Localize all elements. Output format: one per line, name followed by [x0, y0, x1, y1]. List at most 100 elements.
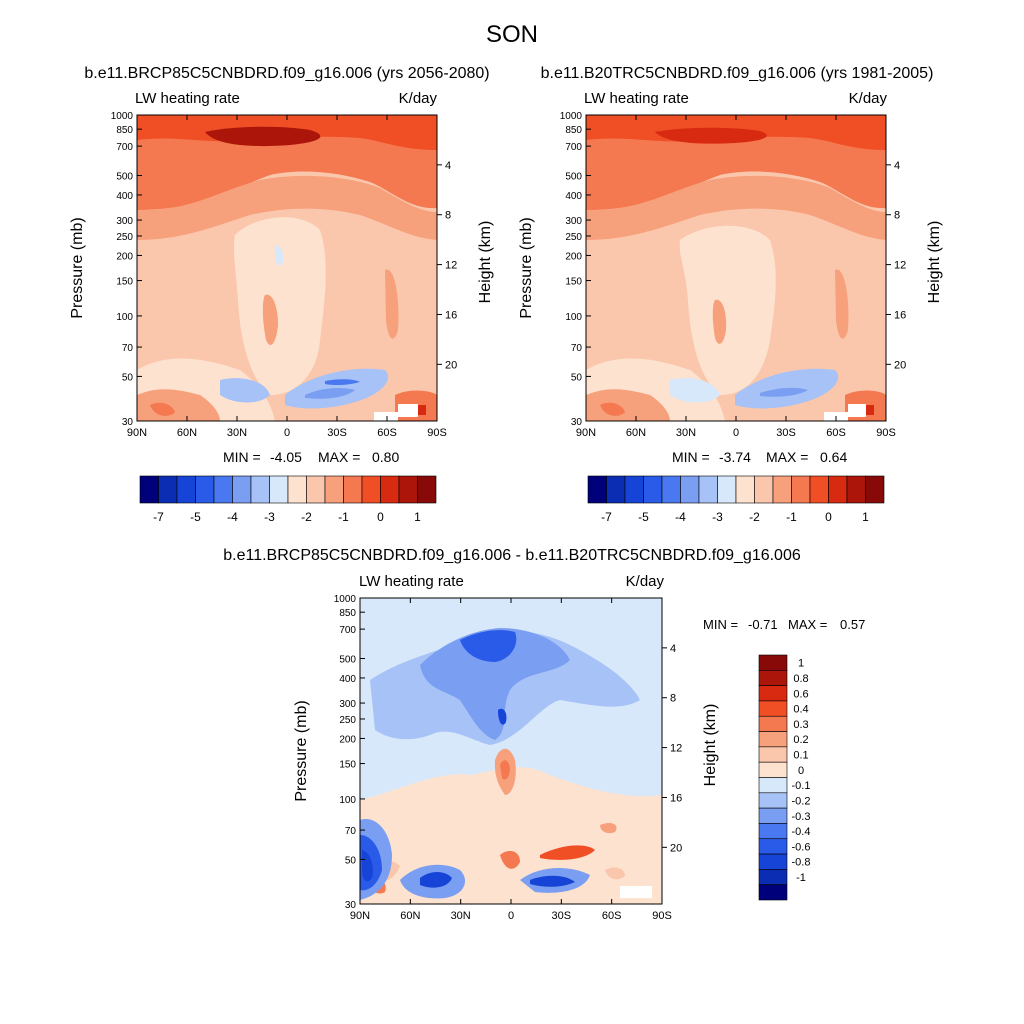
page-title: SON: [486, 21, 538, 48]
panel-historical-title: b.e11.B20TRC5CNBDRD.f09_g16.006 (yrs 198…: [541, 65, 934, 82]
colorbar-swatch: [417, 475, 437, 504]
colorbar-swatch: [758, 761, 788, 778]
y2-tick-label: 8: [445, 210, 451, 222]
panel-difference-right-label: K/day: [626, 573, 665, 590]
panel-future-left-label: LW heating rate: [135, 90, 240, 107]
colorbar-label: -4: [227, 510, 238, 524]
colorbar-label: 1: [414, 510, 421, 524]
x-tick-label: 30N: [451, 910, 471, 922]
panel-historical-min-label: MIN =: [672, 449, 710, 465]
y-tick-label: 850: [339, 608, 356, 619]
panel-future-title: b.e11.BRCP85C5CNBDRD.f09_g16.006 (yrs 20…: [84, 65, 489, 82]
y2-tick-label: 4: [445, 160, 451, 172]
colorbar-swatch: [361, 475, 381, 504]
colorbar-label: 0.6: [793, 688, 808, 700]
y-tick-label: 300: [339, 699, 356, 710]
colorbar-label: 0: [825, 510, 832, 524]
colorbar-label: -2: [749, 510, 760, 524]
colorbar-swatch: [232, 475, 252, 504]
colorbar-swatch: [828, 475, 848, 504]
colorbar-swatch: [139, 475, 159, 504]
panel-historical-max: 0.64: [820, 449, 847, 465]
colorbar-label: -0.4: [792, 826, 811, 838]
y-tick-label: 700: [339, 625, 356, 636]
colorbar-swatch: [758, 654, 788, 671]
y-tick-label: 250: [116, 232, 133, 243]
y-tick-label: 30: [122, 417, 134, 428]
y-tick-label: 1000: [560, 111, 583, 122]
colorbar-swatch: [158, 475, 178, 504]
x-tick-label: 0: [508, 910, 514, 922]
y-tick-label: 300: [116, 216, 133, 227]
panel-historical-ylabel: Pressure (mb): [518, 217, 535, 318]
colorbar-swatch: [624, 475, 644, 504]
colorbar-label: -3: [264, 510, 275, 524]
panel-future-stats: MIN = -4.05 MAX = 0.80: [223, 449, 399, 465]
panel-difference-stats: MIN = -0.71 MAX = 0.57: [703, 617, 865, 632]
y-tick-label: 700: [116, 142, 133, 153]
colorbar-label: -0.2: [792, 795, 811, 807]
x-tick-label: 30S: [776, 427, 796, 439]
colorbar-swatch: [758, 807, 788, 824]
colorbar-swatch: [758, 670, 788, 686]
x-tick-label: 0: [284, 427, 290, 439]
panel-difference-max-label: MAX =: [788, 617, 827, 632]
colorbar-swatch: [758, 715, 788, 732]
panel-historical-stats: MIN = -3.74 MAX = 0.64: [672, 449, 847, 465]
colorbar-label: 1: [862, 510, 869, 524]
colorbar-swatch: [846, 475, 866, 504]
colorbar-label: -3: [712, 510, 723, 524]
colorbar-label: -5: [190, 510, 201, 524]
y-tick-label: 1000: [111, 111, 134, 122]
colorbar-label: 1: [798, 658, 804, 670]
colorbar-swatch: [398, 475, 418, 504]
y-tick-label: 850: [116, 125, 133, 136]
panel-historical-colorbar: -7 -5 -4 -3 -2 -1 0 1: [587, 475, 885, 524]
colorbar-label: 0.3: [793, 719, 808, 731]
panel-future-max-label: MAX =: [318, 449, 360, 465]
y-tick-label: 30: [345, 900, 357, 911]
colorbar-swatch: [758, 884, 788, 901]
panel-historical-min: -3.74: [719, 449, 751, 465]
colorbar-swatch: [606, 475, 626, 504]
colorbar-swatch: [680, 475, 700, 504]
y-tick-label: 30: [571, 417, 583, 428]
colorbar-label: 0.2: [793, 734, 808, 746]
colorbar-label: 0.4: [793, 704, 808, 716]
panel-future-min: -4.05: [270, 449, 302, 465]
y2-tick-label: 16: [670, 792, 682, 804]
colorbar-swatch: [735, 475, 755, 504]
y2-tick-label: 16: [894, 309, 906, 321]
colorbar-swatch: [343, 475, 363, 504]
x-tick-label: 90S: [652, 910, 672, 922]
panel-historical: b.e11.B20TRC5CNBDRD.f09_g16.006 (yrs 198…: [518, 65, 943, 524]
colorbar-swatch: [809, 475, 829, 504]
y-tick-label: 250: [339, 715, 356, 726]
panel-difference-min-label: MIN =: [703, 617, 738, 632]
x-tick-label: 60S: [377, 427, 397, 439]
y-tick-label: 100: [565, 312, 582, 323]
panel-historical-max-label: MAX =: [766, 449, 808, 465]
x-tick-label: 90N: [127, 427, 147, 439]
y-tick-label: 500: [339, 654, 356, 665]
colorbar-swatch: [661, 475, 681, 504]
panel-historical-left-label: LW heating rate: [584, 90, 689, 107]
y-tick-label: 1000: [334, 594, 357, 605]
y-tick-label: 70: [122, 343, 134, 354]
x-tick-label: 30S: [327, 427, 347, 439]
panel-difference-max: 0.57: [840, 617, 865, 632]
y2-tick-label: 12: [445, 260, 457, 272]
x-tick-label: 30N: [227, 427, 247, 439]
panel-difference-title: b.e11.BRCP85C5CNBDRD.f09_g16.006 - b.e11…: [223, 547, 801, 564]
colorbar-label: -0.3: [792, 811, 811, 823]
colorbar-label: -0.8: [792, 857, 811, 869]
panel-difference-colorbar: 1 0.8 0.6 0.4 0.3 0.2 0.1 0 -0.1 -0.2 -0.3 -0.4 -0.6…: [758, 654, 811, 901]
colorbar-swatch: [758, 792, 788, 809]
y-tick-label: 850: [565, 125, 582, 136]
x-tick-label: 30S: [552, 910, 572, 922]
y2-tick-label: 4: [894, 160, 900, 172]
x-tick-label: 90N: [350, 910, 370, 922]
panel-future-plot-area: [137, 115, 437, 421]
y-tick-label: 250: [565, 232, 582, 243]
